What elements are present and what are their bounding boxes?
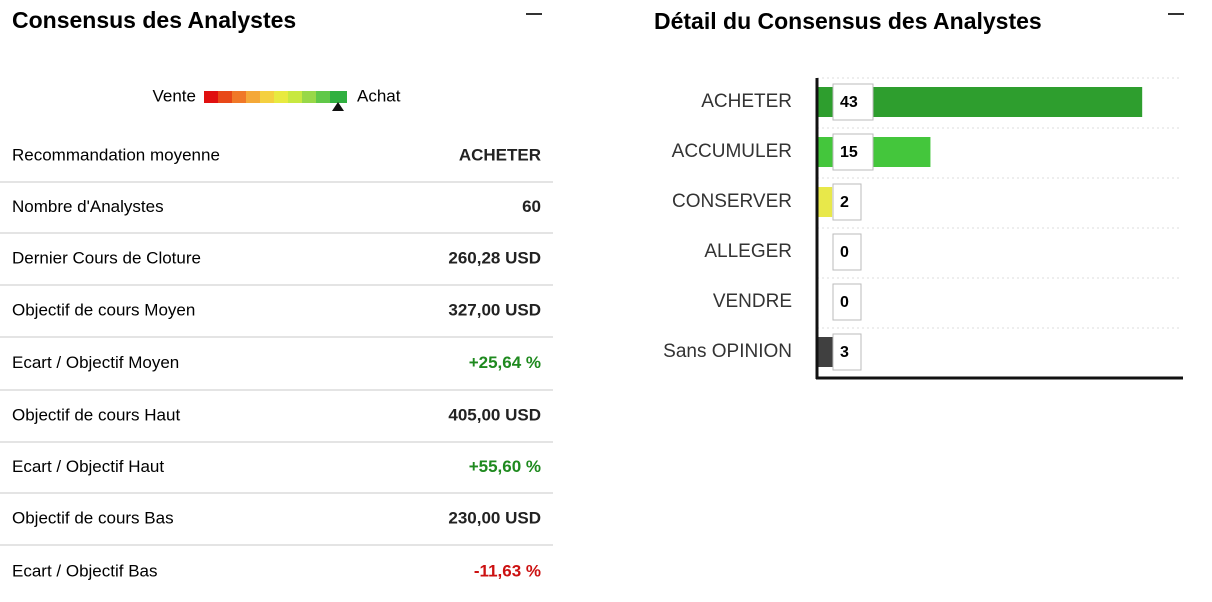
row-value: ACHETER xyxy=(459,145,541,164)
row-label: Dernier Cours de Cloture xyxy=(12,248,201,267)
category-label: ACCUMULER xyxy=(672,141,792,162)
row-value: 327,00 USD xyxy=(448,300,541,319)
category-label: ALLEGER xyxy=(704,241,792,262)
value-box xyxy=(832,133,874,171)
row-value: 60 xyxy=(522,197,541,216)
row-label: Ecart / Objectif Haut xyxy=(12,457,164,476)
category-label: Sans OPINION xyxy=(663,341,792,362)
value-box xyxy=(832,183,862,221)
value-label: 3 xyxy=(840,344,849,361)
value-label: 43 xyxy=(840,94,858,111)
gauge-low-label: Vente xyxy=(153,86,197,105)
gauge xyxy=(204,91,347,111)
row-label: Objectif de cours Haut xyxy=(12,405,180,424)
value-box xyxy=(832,233,862,271)
value-box xyxy=(832,333,862,371)
bar-chart: ACHETER 43 ACCUMULER 15 CONSERVER 2 ALLEGER 0 VE… xyxy=(663,77,1183,380)
row-label: Ecart / Objectif Bas xyxy=(12,561,158,580)
value-label: 15 xyxy=(840,144,858,161)
value-box xyxy=(832,83,874,121)
panel-title: Consensus des Analystes xyxy=(12,7,296,33)
row-value: 230,00 USD xyxy=(448,508,541,527)
category-label: CONSERVER xyxy=(672,191,792,212)
category-label: ACHETER xyxy=(701,91,792,112)
value-label: 0 xyxy=(840,294,849,311)
gauge-high-label: Achat xyxy=(357,86,401,105)
row-label: Ecart / Objectif Moyen xyxy=(12,353,179,372)
row-value: +55,60 % xyxy=(469,457,541,476)
value-label: 0 xyxy=(840,244,849,261)
category-label: VENDRE xyxy=(713,291,792,312)
row-label: Objectif de cours Moyen xyxy=(12,300,195,319)
row-value: +25,64 % xyxy=(469,353,541,372)
value-box xyxy=(832,283,862,321)
value-label: 2 xyxy=(840,194,849,211)
row-label: Objectif de cours Bas xyxy=(12,508,174,527)
row-value: 260,28 USD xyxy=(448,248,541,267)
row-value: 405,00 USD xyxy=(448,405,541,424)
chart-title: Détail du Consensus des Analystes xyxy=(654,8,1042,34)
bar xyxy=(817,187,833,217)
row-label: Recommandation moyenne xyxy=(12,145,220,164)
row-label: Nombre d'Analystes xyxy=(12,197,164,216)
row-value: -11,63 % xyxy=(474,561,541,580)
summary-table: Recommandation moyenne ACHETER Nombre d'An… xyxy=(0,145,553,580)
